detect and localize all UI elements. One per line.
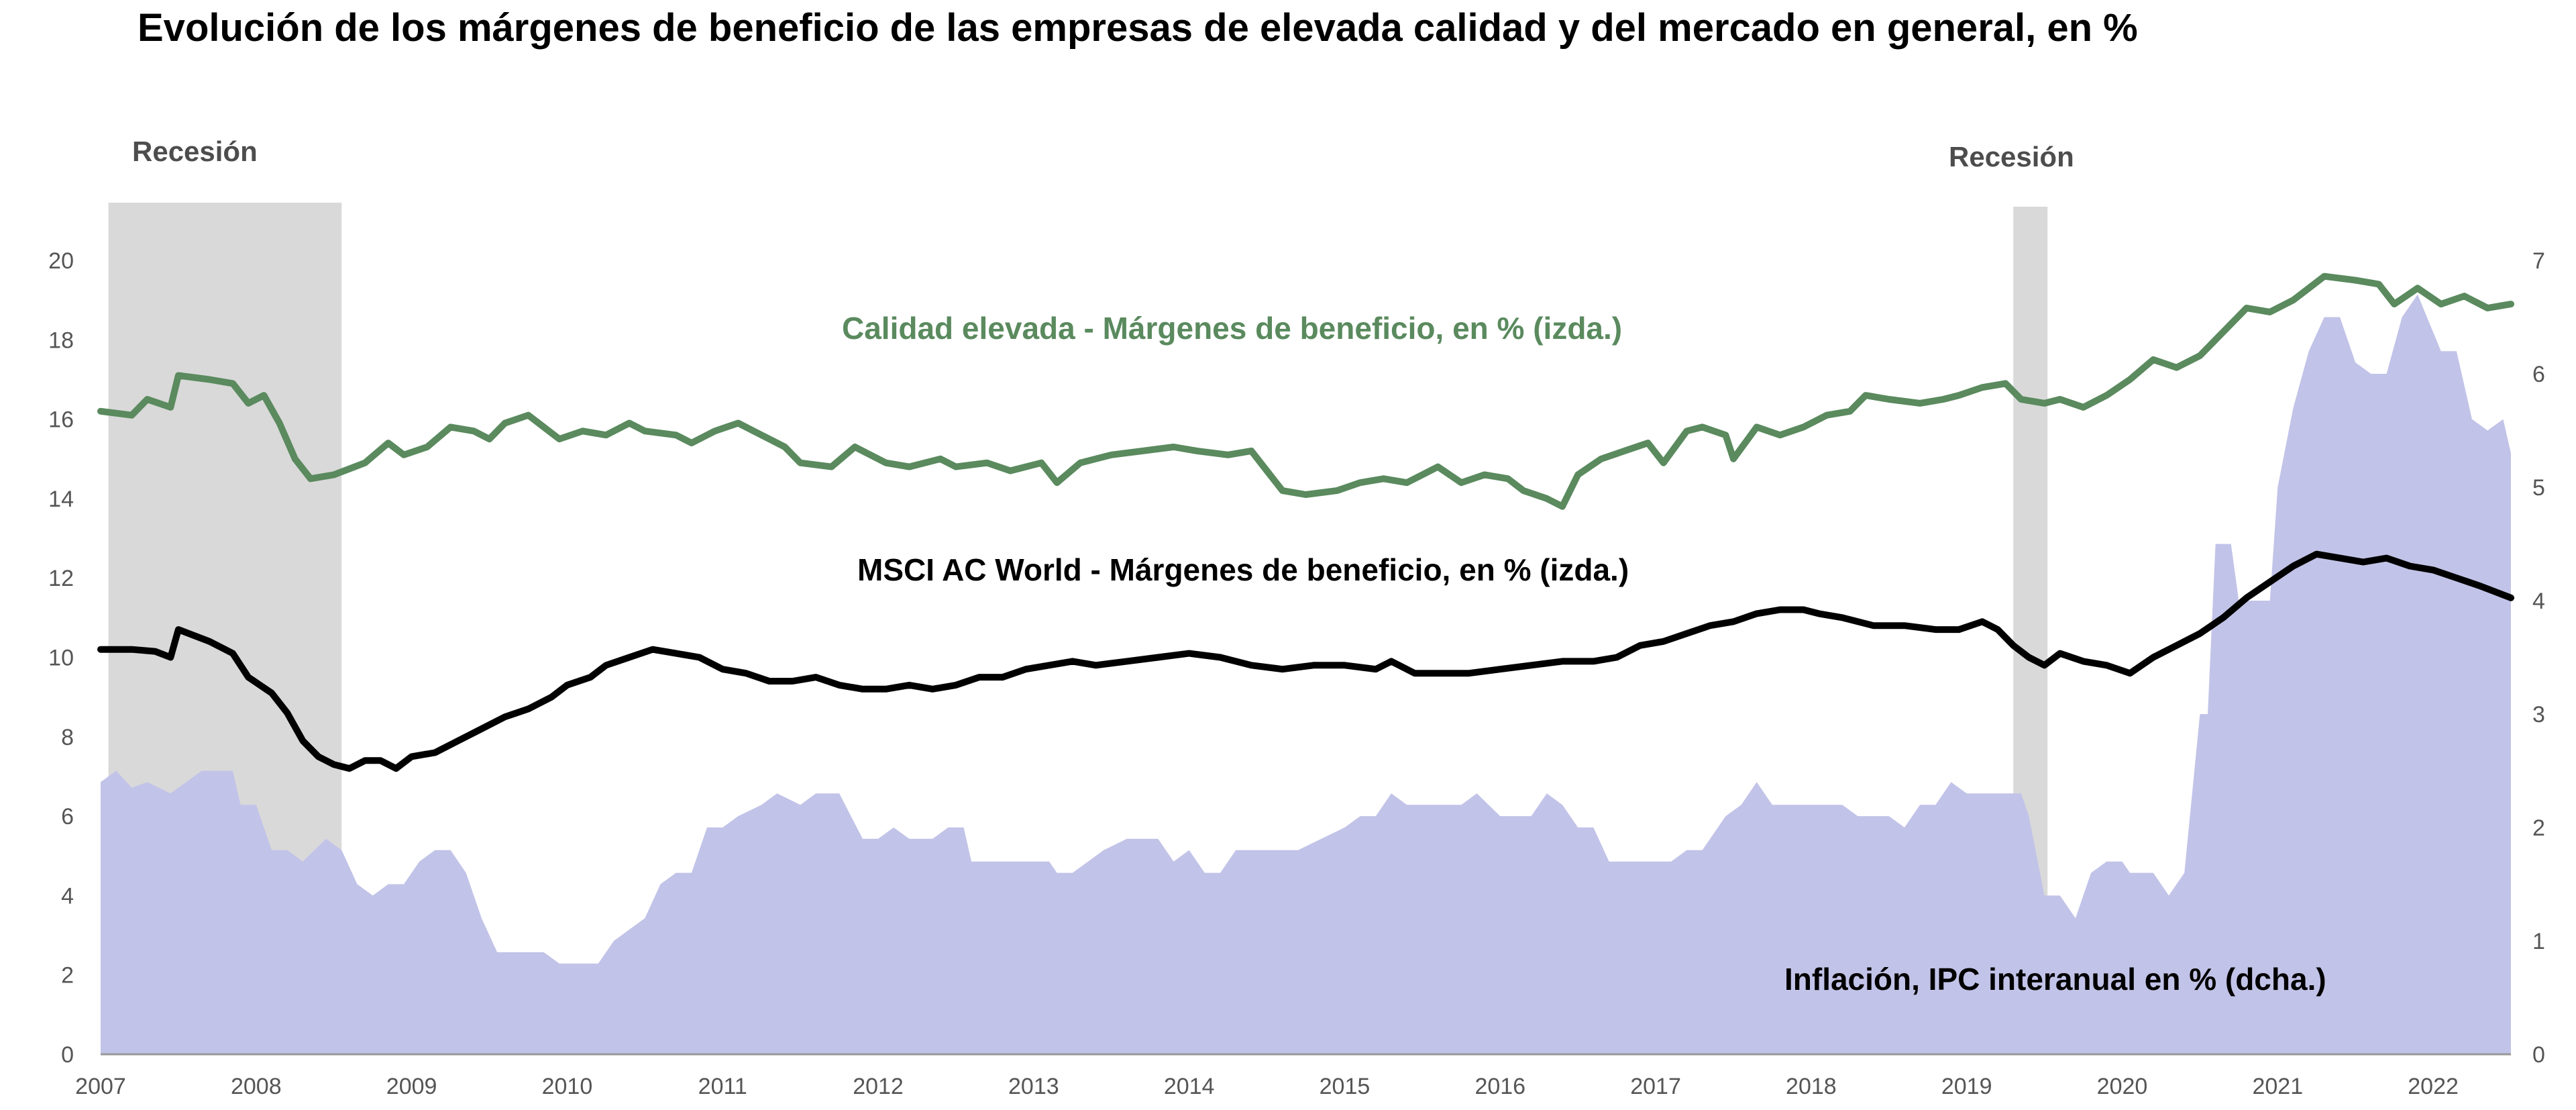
y-right-tick-label: 1 bbox=[2532, 929, 2545, 954]
x-tick-label: 2021 bbox=[2252, 1074, 2303, 1099]
x-tick-label: 2015 bbox=[1320, 1074, 1371, 1099]
y-right-tick-label: 6 bbox=[2532, 362, 2545, 387]
x-tick-label: 2016 bbox=[1474, 1074, 1525, 1099]
x-tick-label: 2017 bbox=[1630, 1074, 1681, 1099]
y-left-tick-label: 16 bbox=[48, 407, 74, 433]
x-tick-label: 2007 bbox=[75, 1074, 126, 1099]
y-left-tick-label: 6 bbox=[61, 804, 74, 829]
inflation-area-layer bbox=[101, 294, 2511, 1055]
y-right-tick-label: 7 bbox=[2532, 248, 2545, 274]
quality-margin-line bbox=[97, 272, 2514, 510]
y-left-tick-label: 12 bbox=[48, 566, 74, 591]
y-left-tick-label: 4 bbox=[61, 883, 74, 909]
chart-title: Evolución de los márgenes de beneficio d… bbox=[138, 6, 2138, 50]
annotation-labels: Recesión Recesión Calidad elevada - Márg… bbox=[132, 136, 2326, 997]
y-left-tick-label: 0 bbox=[61, 1042, 74, 1068]
x-tick-label: 2010 bbox=[542, 1074, 593, 1099]
msci-series-label: MSCI AC World - Márgenes de beneficio, e… bbox=[857, 552, 1629, 587]
x-tick-label: 2018 bbox=[1786, 1074, 1837, 1099]
inflation-series-label: Inflación, IPC interanual en % (dcha.) bbox=[1784, 962, 2326, 997]
y-left-tick-label: 14 bbox=[48, 487, 74, 512]
recession-label-2: Recesión bbox=[1949, 141, 2074, 172]
x-tick-label: 2011 bbox=[698, 1074, 747, 1099]
y-left-tick-label: 2 bbox=[61, 963, 74, 989]
x-tick-label: 2020 bbox=[2097, 1074, 2148, 1099]
inflation-area bbox=[101, 294, 2511, 1055]
y-left-tick-label: 20 bbox=[48, 248, 74, 274]
quality-series-label: Calidad elevada - Márgenes de beneficio,… bbox=[842, 311, 1622, 346]
y-right-tick-label: 0 bbox=[2532, 1042, 2545, 1068]
x-tick-label: 2022 bbox=[2408, 1074, 2459, 1099]
y-left-tick-label: 18 bbox=[48, 327, 74, 353]
x-tick-label: 2019 bbox=[1941, 1074, 1992, 1099]
y-right-tick-label: 3 bbox=[2532, 702, 2545, 727]
x-tick-label: 2013 bbox=[1008, 1074, 1059, 1099]
y-left-tick-label: 8 bbox=[61, 725, 74, 750]
margin-lines-layer bbox=[97, 272, 2514, 772]
y-right-tick-label: 5 bbox=[2532, 475, 2545, 501]
y-left-tick-label: 10 bbox=[48, 646, 74, 671]
x-tick-label: 2008 bbox=[231, 1074, 282, 1099]
x-tick-label: 2012 bbox=[853, 1074, 904, 1099]
x-tick-label: 2014 bbox=[1164, 1074, 1215, 1099]
msci-margin-line bbox=[97, 550, 2514, 772]
recession-label-1: Recesión bbox=[132, 136, 258, 167]
y-right-tick-label: 2 bbox=[2532, 815, 2545, 841]
x-tick-label: 2009 bbox=[386, 1074, 437, 1099]
y-right-tick-label: 4 bbox=[2532, 589, 2545, 614]
